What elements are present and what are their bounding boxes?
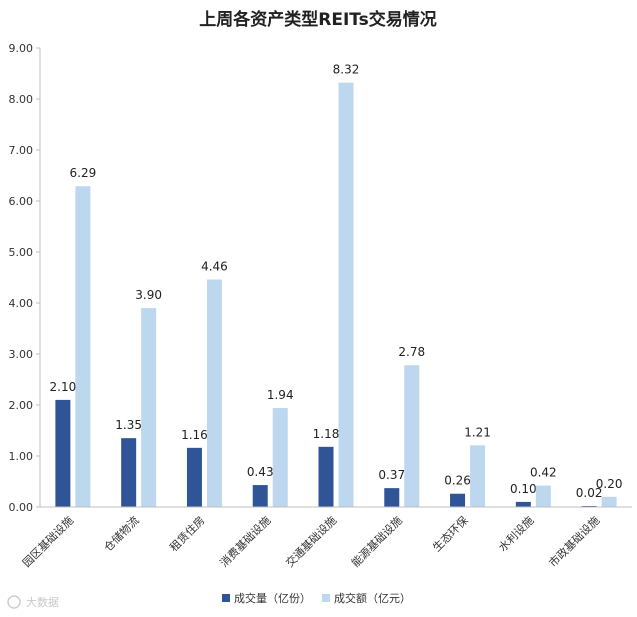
legend: 成交量（亿份） 成交额（亿元） <box>222 591 411 605</box>
x-tick-label: 水利设施 <box>496 514 536 554</box>
y-tick-label: 1.00 <box>9 450 34 463</box>
bar <box>338 82 354 508</box>
y-tick-label: 0.00 <box>9 501 34 514</box>
x-tick-label: 生态环保 <box>430 513 471 554</box>
y-tick-label: 2.00 <box>9 399 34 412</box>
watermark: 大数据 <box>7 595 59 609</box>
bar <box>55 399 71 507</box>
data-label: 0.02 <box>576 486 603 500</box>
data-label: 1.16 <box>181 428 208 442</box>
data-label: 1.18 <box>313 427 340 441</box>
bar <box>404 365 420 507</box>
bar <box>75 186 91 507</box>
bar <box>581 505 597 507</box>
x-tick-label: 仓储物流 <box>101 513 142 554</box>
bars: 2.10 6.29 1.35 3.90 1.16 4.46 0.43 1.94 1.18 8.32… <box>50 63 623 508</box>
data-label: 0.42 <box>530 466 557 480</box>
legend-swatch <box>322 594 330 602</box>
y-axis: 0.00 1.00 2.00 3.00 4.00 5.00 6.00 7.00 8.00 9.00 <box>9 42 41 514</box>
data-label: 0.10 <box>510 482 537 496</box>
bar <box>450 493 466 507</box>
legend-swatch <box>222 594 230 602</box>
y-tick-label: 5.00 <box>9 246 34 259</box>
bar <box>252 485 268 507</box>
data-label: 6.29 <box>70 166 97 180</box>
data-label: 1.21 <box>464 425 491 439</box>
bar <box>601 496 617 507</box>
data-label: 3.90 <box>135 288 162 302</box>
data-label: 0.43 <box>247 465 274 479</box>
data-label: 0.20 <box>596 477 623 491</box>
bar <box>272 408 288 507</box>
x-tick-label: 交通基础设施 <box>283 513 340 570</box>
bar <box>470 445 486 507</box>
y-tick-label: 4.00 <box>9 297 34 310</box>
bar <box>206 279 222 507</box>
bar <box>318 446 334 507</box>
watermark-text: 大数据 <box>26 595 59 609</box>
bar <box>535 485 551 507</box>
bar <box>515 501 531 507</box>
chart-title: 上周各资产类型REITs交易情况 <box>199 9 437 30</box>
data-label: 1.94 <box>267 388 294 402</box>
data-label: 1.35 <box>115 418 142 432</box>
watermark-logo-icon <box>7 595 21 609</box>
bar <box>141 308 157 507</box>
data-label: 0.37 <box>378 468 405 482</box>
legend-label: 成交额（亿元） <box>334 591 411 605</box>
bar <box>121 438 137 507</box>
x-axis: 园区基础设施 仓储物流 租赁住房 消费基础设施 交通基础设施 能源基础设施 生态环保 水利设施… <box>20 506 632 570</box>
y-tick-label: 8.00 <box>9 93 34 106</box>
data-label: 8.32 <box>333 63 360 77</box>
y-tick-label: 7.00 <box>9 144 34 157</box>
x-tick-label: 能源基础设施 <box>348 513 405 570</box>
x-tick-label: 园区基础设施 <box>20 514 76 570</box>
data-label: 2.10 <box>50 380 77 394</box>
y-tick-label: 6.00 <box>9 195 34 208</box>
y-tick-label: 3.00 <box>9 348 34 361</box>
x-tick-label: 消费基础设施 <box>217 513 274 570</box>
x-tick-label: 市政基础设施 <box>546 513 603 570</box>
bar <box>384 488 400 507</box>
x-tick-label: 租赁住房 <box>167 513 208 554</box>
y-tick-label: 9.00 <box>9 42 34 55</box>
bar <box>186 447 202 507</box>
data-label: 4.46 <box>201 260 228 274</box>
legend-label: 成交量（亿份） <box>234 591 311 605</box>
data-label: 0.26 <box>444 474 471 488</box>
data-label: 2.78 <box>398 345 425 359</box>
